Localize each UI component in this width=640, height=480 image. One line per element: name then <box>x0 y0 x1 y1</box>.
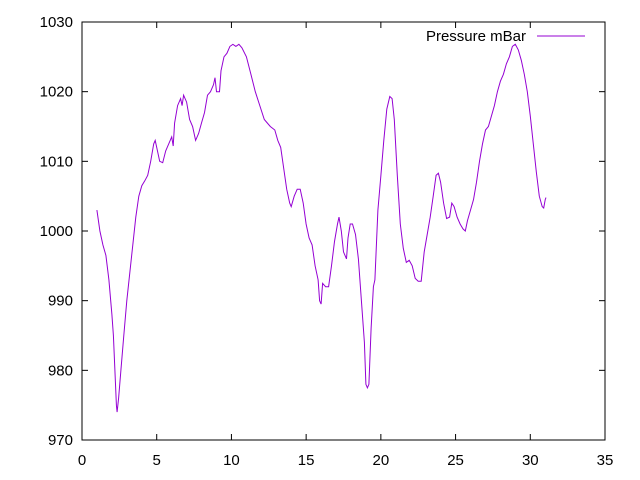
y-tick-label: 1010 <box>40 153 73 170</box>
series-line-pressure <box>96 43 547 413</box>
y-tick-label: 1000 <box>40 223 73 240</box>
x-tick-label: 35 <box>597 452 614 469</box>
x-tick-labels: 0 5 10 15 20 25 30 35 <box>78 452 614 469</box>
y-tick-label: 980 <box>48 362 73 379</box>
y-tick-label: 1030 <box>40 14 73 31</box>
x-tick-label: 0 <box>78 452 86 469</box>
y-tick-label: 1020 <box>40 84 73 101</box>
x-tick-label: 30 <box>522 452 539 469</box>
legend-label: Pressure mBar <box>426 28 526 45</box>
x-tick-label: 15 <box>298 452 315 469</box>
y-tick-label: 990 <box>48 293 73 310</box>
x-tick-label: 10 <box>223 452 240 469</box>
legend: Pressure mBar <box>426 28 585 45</box>
x-tick-label: 25 <box>447 452 464 469</box>
x-tick-label: 20 <box>373 452 390 469</box>
plot-frame <box>81 21 606 441</box>
y-tick-labels: 970 980 990 1000 1010 1020 1030 <box>40 14 73 449</box>
y-tick-label: 970 <box>48 432 73 449</box>
x-tick-label: 5 <box>153 452 161 469</box>
